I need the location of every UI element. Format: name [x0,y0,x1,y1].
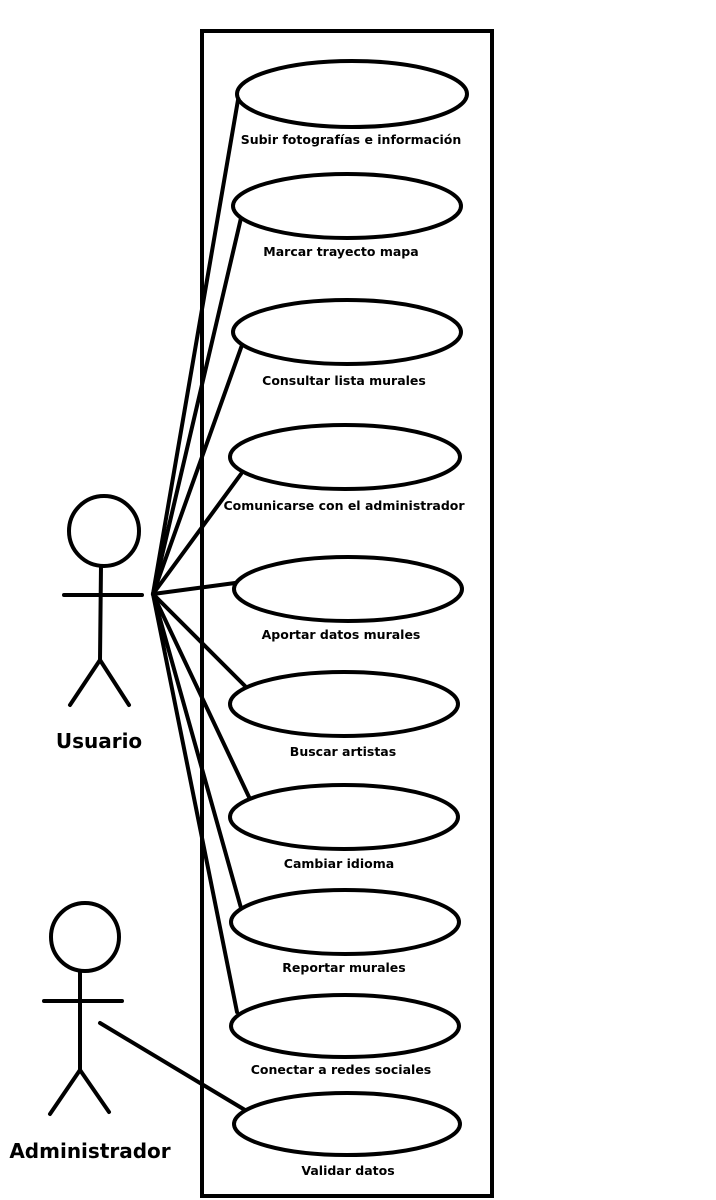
actor-head-icon [67,494,141,568]
system-boundary [200,29,494,1198]
actor-label-administrador: Administrador [9,1139,170,1163]
use-case-label: Reportar murales [282,960,405,975]
actor-leg-left [48,1068,82,1116]
actor-head-icon [49,901,121,973]
association-line [151,216,243,596]
use-case-ellipses [228,59,469,1157]
administrador-association-line [98,1021,247,1112]
use-case-ellipse-4 [228,423,462,491]
use-case-label: Marcar trayecto mapa [263,244,418,259]
use-case-ellipse-8 [229,888,461,956]
use-case-ellipse-6 [228,670,460,738]
association-line [151,592,243,910]
actor-label-usuario: Usuario [56,729,142,753]
use-case-ellipse-9 [229,993,461,1059]
association-line [151,581,237,596]
association-line [151,343,244,596]
use-case-label: Validar datos [301,1163,394,1178]
use-case-label: Cambiar idioma [284,856,394,871]
use-case-label: Aportar datos murales [262,627,421,642]
association-line [151,472,243,596]
use-case-ellipse-3 [231,298,463,366]
use-case-ellipse-5 [232,555,464,623]
actor-body [98,564,103,662]
actor-leg-right [98,658,131,707]
use-case-label: Conectar a redes sociales [251,1062,431,1077]
association-line [151,98,240,596]
actor-administrador: Administrador [9,901,171,1163]
use-case-label: Comunicarse con el administrador [223,498,465,513]
use-case-label: Buscar artistas [290,744,396,759]
use-case-ellipse-2 [231,172,463,240]
use-case-label: Subir fotografías e información [241,132,462,147]
use-case-ellipse-7 [228,783,460,851]
actor-leg-right [78,1068,111,1114]
use-case-ellipse-10 [232,1091,462,1157]
association-line [151,592,251,799]
actor-usuario: Usuario [56,494,144,753]
association-line [151,592,247,688]
use-case-labels: Subir fotografías e información Marcar t… [223,132,465,1178]
association-line [151,592,239,1014]
actor-leg-left [68,658,102,707]
use-case-ellipse-1 [235,59,469,129]
usuario-associations [151,98,251,1014]
use-case-label: Consultar lista murales [262,373,426,388]
